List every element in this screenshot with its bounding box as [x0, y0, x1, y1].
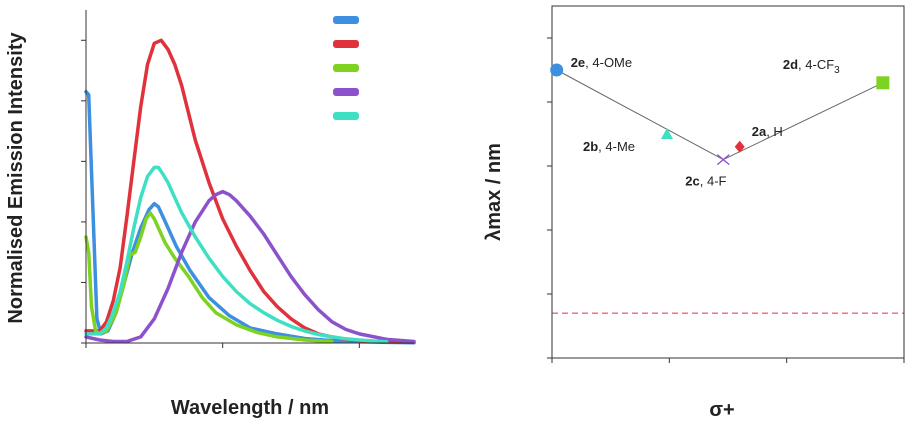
point-label-separator: , — [585, 55, 592, 70]
point-label-id: 2c — [685, 174, 699, 189]
point-label-substituent: 4-CF — [805, 57, 834, 72]
point-label-substituent: 4-OMe — [592, 55, 632, 70]
point-2e — [550, 63, 564, 77]
left-x-axis-label: Wavelength / nm — [171, 397, 329, 419]
point-label-2b: 2b, 4-Me — [583, 139, 635, 154]
series-line-2a — [84, 38, 416, 345]
point-label-id: 2b — [583, 139, 598, 154]
point-2c — [716, 154, 730, 166]
point-2d — [876, 76, 890, 90]
point-2b — [660, 128, 673, 139]
point-2c-stroke-b — [716, 154, 730, 166]
point-label-2e: 2e, 4-OMe — [571, 55, 632, 70]
legend-swatch-2d — [333, 64, 359, 72]
right-axes — [547, 5, 905, 363]
spectra-series-group — [84, 38, 416, 345]
point-label-subscript: 3 — [834, 65, 840, 76]
point-label-separator: , — [798, 57, 805, 72]
point-label-substituent: H — [773, 124, 782, 139]
trend-line — [556, 69, 724, 161]
right-y-axis-label: λmax / nm — [483, 143, 505, 241]
data-points-group — [550, 63, 890, 166]
point-label-2a: 2a, H — [752, 124, 783, 139]
lambda-max-vs-sigma-chart: 2e, 4-OMe 2b, 4-Me 2c, 4-F 2a, H 2d, 4-CF3 σ… — [483, 5, 905, 421]
point-label-separator: , — [700, 174, 707, 189]
legend-swatch-2c — [333, 88, 359, 96]
legend-swatch-2b — [333, 112, 359, 120]
point-label-2d: 2d, 4-CF3 — [783, 57, 840, 76]
point-label-2c: 2c, 4-F — [685, 174, 726, 189]
left-axes — [81, 10, 414, 348]
point-labels-group: 2e, 4-OMe 2b, 4-Me 2c, 4-F 2a, H 2d, 4-CF3 — [571, 55, 840, 189]
trend-line-group — [556, 69, 884, 161]
point-label-separator: , — [598, 139, 605, 154]
right-x-axis-label: σ+ — [709, 399, 734, 421]
right-plot-frame — [551, 5, 905, 359]
point-label-substituent: 4-F — [707, 174, 727, 189]
left-y-axis-label: Normalised Emission Intensity — [5, 32, 27, 324]
trend-line — [723, 82, 884, 161]
point-label-id: 2e — [571, 55, 585, 70]
emission-spectra-chart: Wavelength / nm Normalised Emission Inte… — [5, 10, 416, 419]
legend-swatch-2e — [333, 16, 359, 24]
series-line-2c — [84, 189, 416, 344]
point-label-separator: , — [766, 124, 773, 139]
left-legend — [333, 16, 359, 120]
legend-swatch-2a — [333, 40, 359, 48]
point-label-id: 2d — [783, 57, 798, 72]
point-label-id: 2a — [752, 124, 767, 139]
series-line-2b — [84, 165, 389, 344]
point-label-substituent: 4-Me — [605, 139, 635, 154]
point-2a — [734, 140, 745, 153]
